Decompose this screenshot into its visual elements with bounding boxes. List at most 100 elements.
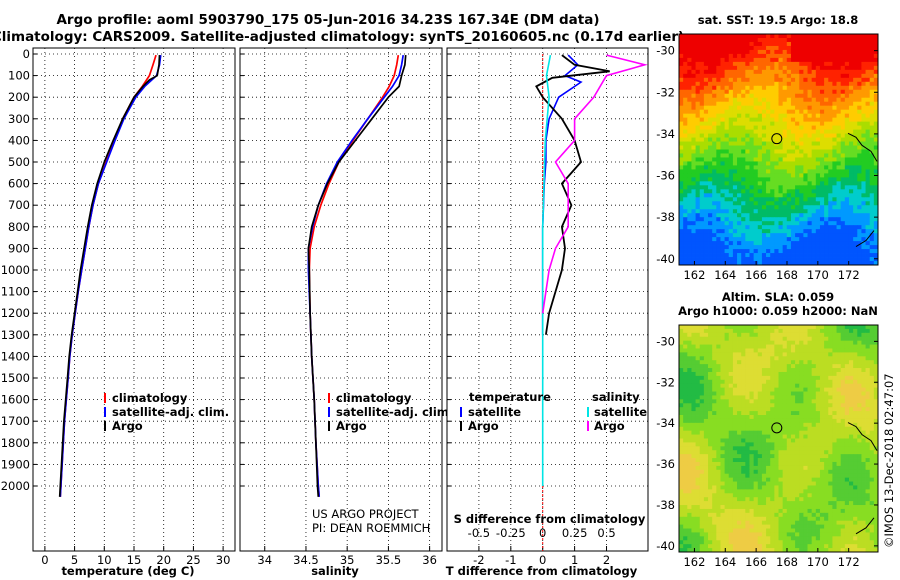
sla-cell	[732, 395, 738, 400]
sst-cell	[761, 105, 767, 111]
sla-cell	[720, 422, 726, 428]
sla-cell	[782, 477, 788, 482]
sst-cell	[803, 257, 808, 262]
sst-cell	[807, 245, 813, 250]
sst-cell	[840, 169, 846, 174]
sst-cell	[699, 225, 705, 230]
sst-cell	[741, 221, 746, 226]
sst-cell	[811, 201, 817, 206]
sst-cell	[774, 85, 779, 91]
sst-cell	[832, 241, 837, 246]
sst-cell	[728, 105, 734, 111]
sst-cell	[799, 229, 804, 234]
sst-cell	[732, 81, 738, 87]
sst-cell	[691, 233, 696, 238]
sst-cell	[753, 165, 759, 170]
sla-cell	[741, 399, 746, 404]
sla-cell	[861, 450, 866, 455]
sla-cell	[836, 458, 842, 463]
sst-cell	[732, 137, 738, 142]
sst-cell	[691, 213, 696, 218]
sla-cell	[790, 477, 796, 482]
sla-cell	[848, 340, 854, 345]
sst-cell	[703, 193, 709, 198]
sst-cell	[778, 37, 784, 43]
sla-cell	[724, 426, 730, 432]
sst-cell	[699, 149, 705, 154]
sst-cell	[836, 69, 842, 75]
sla-cell	[824, 446, 829, 451]
sla-cell	[790, 458, 796, 463]
sst-cell	[795, 169, 800, 174]
sst-cell	[761, 233, 767, 238]
sla-cell	[815, 422, 821, 428]
sla-cell	[778, 442, 784, 447]
sst-cell	[861, 133, 866, 138]
sla-cell	[683, 407, 688, 412]
sst-cell	[840, 81, 846, 87]
sst-cell	[770, 153, 775, 158]
sst-cell	[745, 237, 750, 242]
sst-cell	[757, 113, 763, 119]
sst-cell	[724, 261, 730, 266]
sst-cell	[873, 53, 879, 59]
sla-cell	[761, 411, 767, 416]
sst-cell	[844, 165, 850, 170]
sst-cell	[737, 105, 742, 111]
sst-cell	[757, 177, 763, 182]
sst-cell	[770, 177, 775, 182]
sla-cell	[732, 383, 738, 389]
sst-cell	[741, 249, 746, 254]
sla-cell	[737, 481, 742, 486]
sst-cell	[840, 137, 846, 142]
sst-cell	[795, 165, 800, 170]
sla-cell	[741, 473, 746, 479]
sla-cell	[799, 434, 804, 439]
sla-cell	[687, 399, 692, 404]
sst-cell	[695, 69, 701, 75]
sla-cell	[716, 360, 721, 365]
sst-cell	[819, 105, 825, 111]
sst-cell	[691, 49, 696, 55]
sla-cell	[679, 403, 684, 408]
sst-cell	[857, 73, 862, 79]
sla-cell	[782, 391, 788, 396]
sla-cell	[873, 418, 879, 424]
sst-cell	[786, 157, 792, 162]
sst-cell	[853, 49, 858, 55]
sla-cell	[824, 379, 829, 385]
sst-cell	[695, 53, 701, 59]
sla-cell	[683, 352, 688, 357]
sst-cell	[786, 73, 792, 79]
sst-cell	[749, 77, 755, 83]
sst-cell	[815, 209, 821, 214]
sla-cell	[840, 328, 846, 334]
sst-cell	[737, 197, 742, 202]
sla-cell	[737, 442, 742, 447]
sla-cell	[732, 477, 738, 482]
sla-cell	[853, 407, 858, 412]
sst-cell	[761, 189, 767, 194]
sla-cell	[732, 356, 738, 361]
sla-cell	[807, 450, 813, 455]
sst-cell	[811, 221, 817, 226]
sst-cell	[724, 257, 730, 262]
sst-cell	[695, 93, 701, 99]
sst-cell	[679, 45, 684, 51]
sst-cell	[844, 237, 850, 242]
sla-cell	[732, 344, 738, 349]
sst-cell	[861, 81, 866, 87]
sst-cell	[766, 213, 771, 218]
sst-cell	[786, 257, 792, 262]
sla-cell	[745, 325, 750, 330]
sla-cell	[819, 415, 825, 420]
sst-cell	[828, 109, 833, 115]
sla-cell	[770, 418, 775, 424]
sla-cell	[703, 450, 709, 455]
sst-cell	[828, 245, 833, 250]
sst-cell	[865, 165, 871, 170]
sst-cell	[778, 109, 784, 115]
sst-cell	[824, 189, 829, 194]
sst-cell	[728, 245, 734, 250]
sst-cell	[774, 49, 779, 55]
